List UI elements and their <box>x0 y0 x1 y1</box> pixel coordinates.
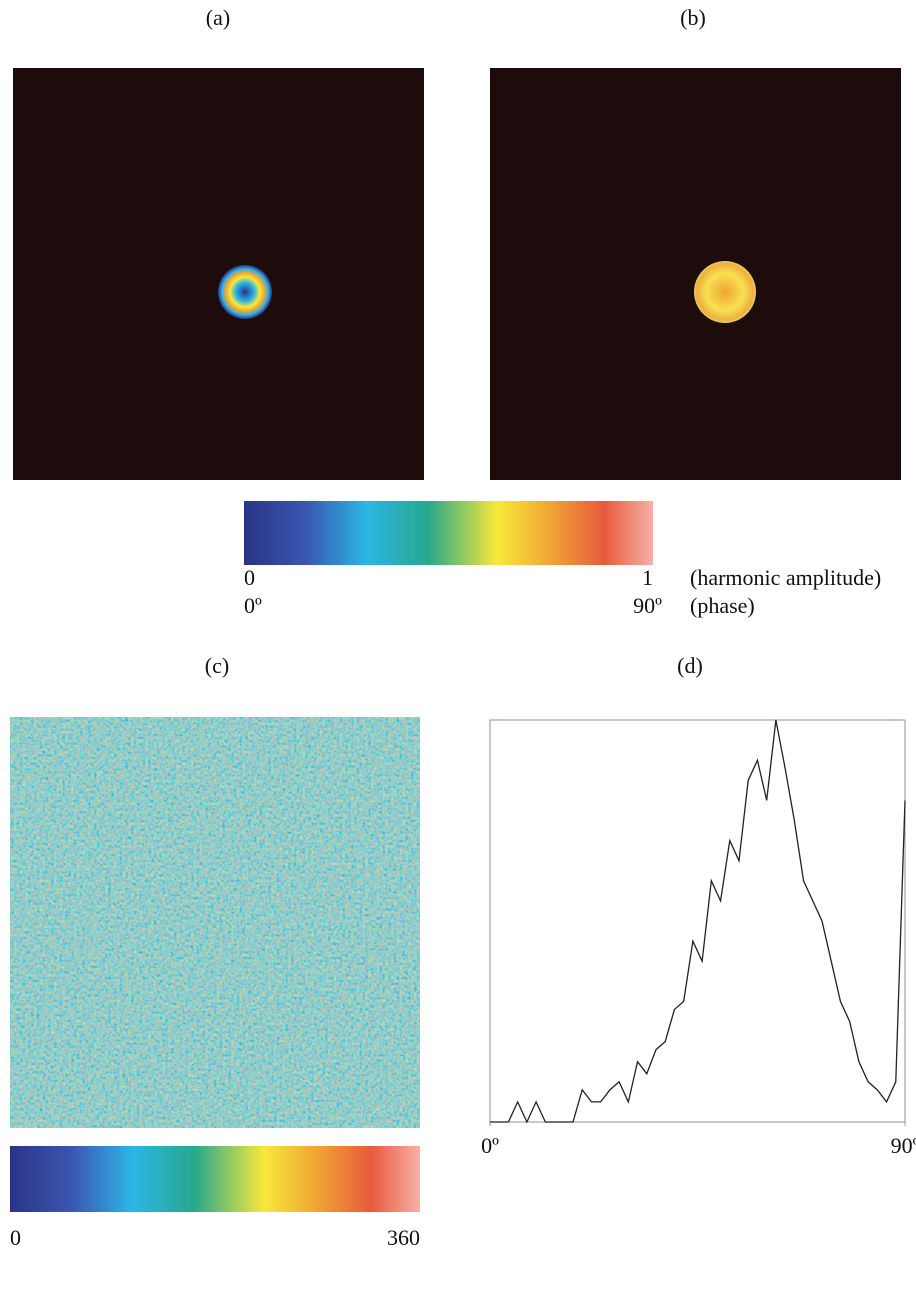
colorbar <box>244 501 653 565</box>
x-tick-label: 90º <box>891 1133 916 1158</box>
colorbar-label: 1 <box>642 565 653 590</box>
colorbar-label: 0º <box>244 593 262 618</box>
image-b <box>490 68 901 480</box>
colorbar-label: 0 <box>10 1225 21 1250</box>
image-a <box>13 68 424 480</box>
colorbar-label: 0 <box>244 565 255 590</box>
colorbar-label: (harmonic amplitude) <box>690 565 881 590</box>
x-tick-label: 0º <box>481 1133 499 1158</box>
colorbar-label: (phase) <box>690 593 755 618</box>
panel-label: (d) <box>677 653 703 678</box>
spot <box>218 265 272 319</box>
colorbar-label: 360 <box>387 1225 420 1250</box>
panel-label: (c) <box>205 653 229 678</box>
histogram-line <box>490 719 906 1124</box>
panel-label: (b) <box>680 5 706 30</box>
image-c-texture <box>10 717 420 1128</box>
colorbar-label: 90º <box>633 593 662 618</box>
plot-frame <box>489 719 906 1123</box>
panel-label: (a) <box>206 5 230 30</box>
spot <box>694 261 756 323</box>
colorbar <box>10 1146 420 1212</box>
